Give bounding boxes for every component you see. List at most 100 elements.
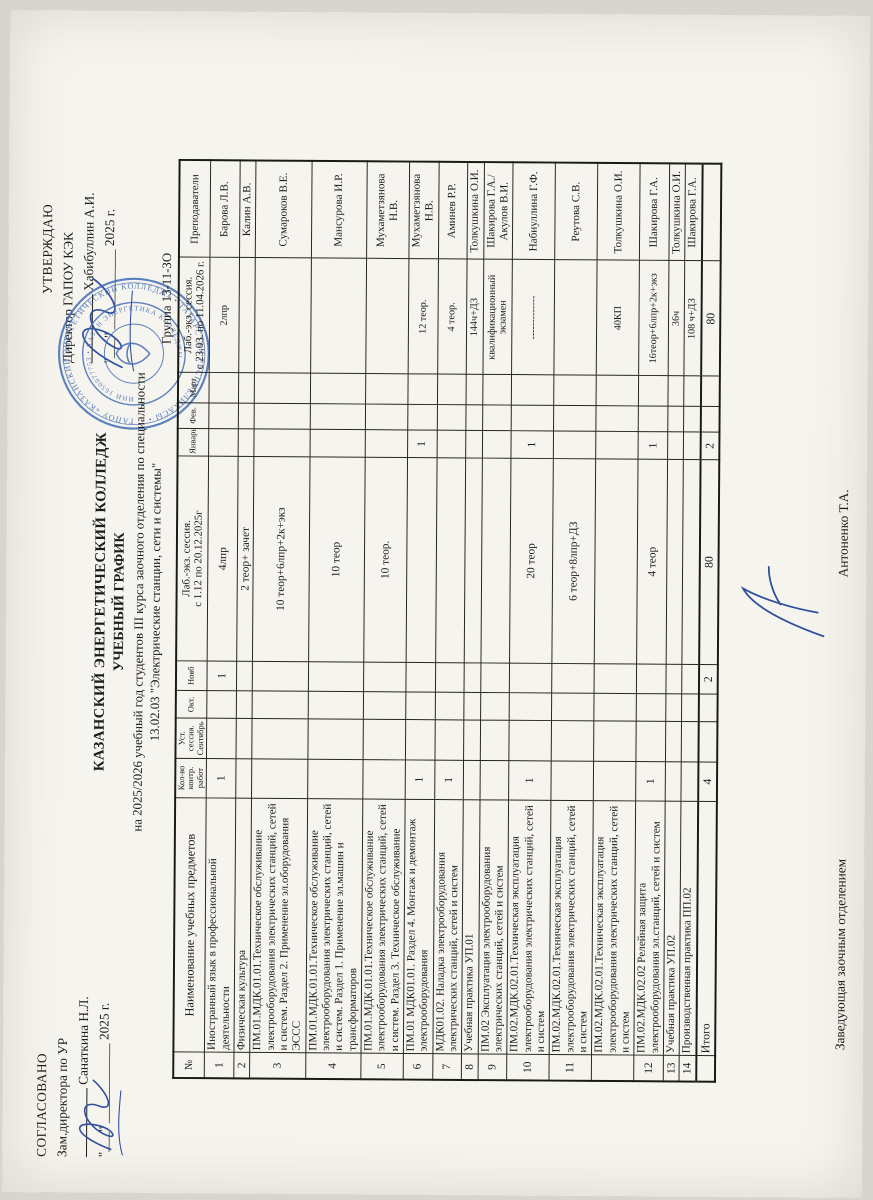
cell-kontr: 1 <box>635 761 666 802</box>
cell-num: 10 <box>506 1054 550 1081</box>
cell-jan <box>365 429 408 458</box>
cell-mar <box>310 373 366 404</box>
schedule-table: № Наименование учебных предметов Кол-во … <box>172 158 722 1083</box>
cell-lab2: 144ч+ДЗ <box>466 259 484 375</box>
cell-ust <box>681 721 699 762</box>
cell-nov <box>551 663 595 694</box>
cell-lab2: 40КП <box>596 260 640 376</box>
cell-subject-name: ПМ.01 МДК01.01. Раздел 4. Монтаж и демон… <box>403 799 435 1054</box>
cell-num: 9 <box>477 1054 508 1081</box>
cell-feb <box>238 402 255 429</box>
cell-ust <box>636 721 666 762</box>
cell-nov: 2 <box>698 664 718 695</box>
cell-ust <box>593 721 637 762</box>
cell-feb <box>365 403 408 430</box>
cell-lab2 <box>554 260 598 376</box>
cell-mar <box>511 374 555 406</box>
cell-num: 7 <box>432 1053 462 1080</box>
cell-lab1: 4лпр <box>207 456 239 662</box>
cell-lab1: 20 теор <box>509 458 554 664</box>
cell-subject-name: Итого <box>695 801 717 1056</box>
cell-nov <box>435 662 465 693</box>
scanned-document-sheet: СОГЛАСОВАНО Зам.директора по УР Санаткин… <box>2 10 871 1199</box>
cell-num: 8 <box>461 1054 478 1081</box>
cell-mar <box>667 376 685 406</box>
cell-mar <box>553 375 597 406</box>
cell-okt <box>665 693 682 722</box>
round-stamp: ГАПОУ «КАЗАНСКИЙ ЭНЕРГЕТИЧЕСКИЙ КОЛЛЕДЖ»… <box>57 277 210 430</box>
cell-mar <box>683 376 701 407</box>
cell-okt <box>509 692 552 721</box>
cell-lab2: 12 теор. <box>408 258 439 375</box>
table-row: 11 ПМ.02.МДК.02.01.Техническая эксплуата… <box>549 162 598 1081</box>
cell-mar <box>482 374 512 405</box>
group-label: Группа 13-11-ЗО <box>158 252 175 345</box>
cell-okt <box>480 692 510 721</box>
cell-nov <box>681 664 699 695</box>
cell-feb <box>436 404 467 431</box>
cell-okt <box>363 691 406 720</box>
cell-lab1 <box>464 458 482 663</box>
cell-kontr <box>593 760 637 802</box>
cell-lab1: 10 теор+6лпр+2к+экз <box>252 456 310 662</box>
cell-mar <box>254 373 311 404</box>
cell-teacher: Толкушкина О.И. <box>597 162 641 261</box>
cell-subject-name: МДК01.02. Наладка электрооборудования эл… <box>432 799 464 1055</box>
cell-subject-name: ПМ.02.МДК.02.01.Техническая эксплуатация… <box>591 800 636 1056</box>
cell-lab2: 2лпр <box>209 257 240 374</box>
cell-teacher: Мухаметзянова Н.В. <box>408 161 439 260</box>
cell-subject-name: Иностранный язык в профессиональной деят… <box>204 798 236 1053</box>
cell-teacher <box>701 163 721 262</box>
cell-num: 4 <box>305 1053 361 1080</box>
cell-subject-name: ПМ.01.МДК.01.01.Техническое обслуживание… <box>250 798 308 1054</box>
col-header-lab2: Лаб.-экз. сессия. с 23.03. по 11.04.2026… <box>178 257 211 373</box>
cell-okt <box>594 693 637 722</box>
cell-lab2: 16теор+6лпр+2к+экз <box>638 260 669 377</box>
cell-mar <box>437 374 467 405</box>
cell-nov <box>252 661 309 692</box>
cell-teacher: Барова Л.В. <box>210 160 241 258</box>
col-header-jan: Январь <box>177 428 210 457</box>
cell-feb <box>511 404 554 431</box>
cell-nov <box>594 663 637 694</box>
table-row: 10 ПМ.02.МДК.02.01.Техническая эксплуата… <box>506 162 556 1081</box>
cell-lab2: 80 <box>700 261 721 377</box>
col-header-num: № <box>173 1052 205 1079</box>
cell-lab1 <box>594 458 639 664</box>
cell-num <box>591 1055 635 1082</box>
cell-feb <box>683 405 701 432</box>
cell-feb <box>309 403 366 430</box>
cell-ust <box>509 720 552 761</box>
col-header-nov: Нояб <box>175 660 208 691</box>
cell-subject-name: ПМ.01.МДК.01.01.Техническое обслуживание… <box>305 798 363 1054</box>
cell-okt <box>636 693 666 722</box>
cell-nov <box>480 662 510 693</box>
cell-kontr <box>463 760 480 800</box>
cell-lab1: 4 теор <box>636 459 668 665</box>
cell-nov <box>665 664 683 695</box>
cell-feb <box>553 405 597 432</box>
cell-ust <box>697 721 717 762</box>
cell-jan <box>254 428 310 457</box>
cell-kontr <box>362 759 406 800</box>
cell-subject-name: ПМ.02 Эксплуатация электрооборудования э… <box>477 799 509 1055</box>
cell-nov <box>464 662 481 693</box>
cell-ust <box>463 720 481 761</box>
cell-jan <box>595 431 639 460</box>
cell-subject-name: Учебная практика УП.01 <box>461 799 480 1055</box>
cell-okt <box>434 692 465 721</box>
cell-num: 11 <box>549 1054 592 1081</box>
lab2-dates: с 23.03. по 11.04.2026 г. <box>194 261 207 370</box>
cell-teacher: Шакирова Г.А. <box>639 163 670 261</box>
col-header-ust: Уст. сессия. Сентябрь <box>175 718 208 759</box>
cell-lab1: 10 теор. <box>363 457 408 663</box>
cell-feb <box>254 402 311 430</box>
cell-subject-name: ПМ.02.МДК.02.02 Релейная защита электроо… <box>634 801 666 1056</box>
cell-lab2: 108 ч+ДЗ <box>684 260 702 377</box>
cell-num: 3 <box>249 1052 306 1079</box>
cell-mar <box>209 372 239 403</box>
footer-signature-block: Заведующая заочным отделением Антоненко … <box>832 489 851 1050</box>
cell-lab1: 80 <box>698 459 719 665</box>
stamp-emblem <box>115 342 151 365</box>
lab2-title: Лаб.-экз. сессия. <box>181 276 195 354</box>
